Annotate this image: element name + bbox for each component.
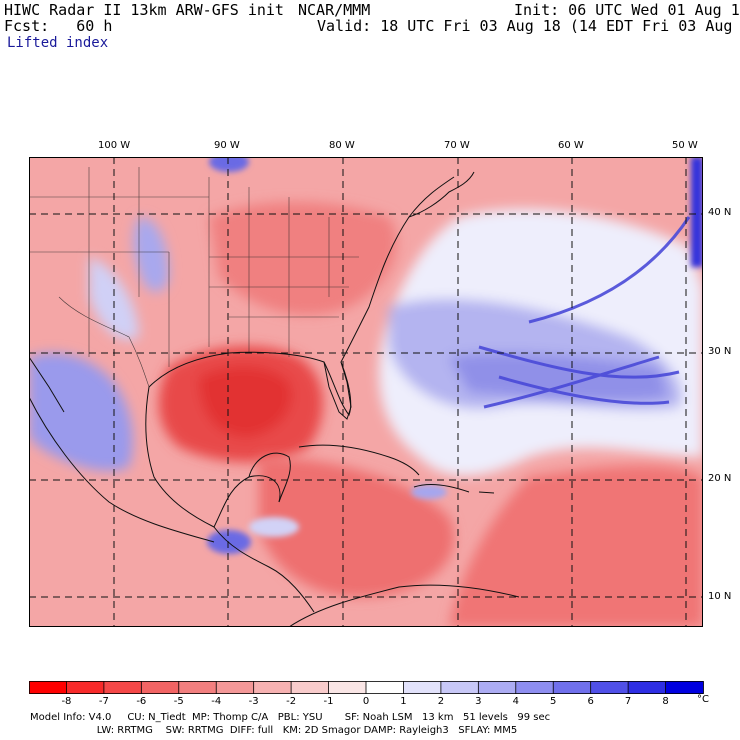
colorbar-bin	[178, 681, 217, 694]
colorbar-bin	[440, 681, 479, 694]
colorbar-tick-label: -2	[286, 696, 297, 707]
colorbar-tick-label: -7	[98, 696, 109, 707]
colorbar-tick-label: 8	[662, 696, 669, 707]
caribbean-region	[209, 202, 703, 627]
model-info-line2: LW: RRTMG SW: RRTMG DIFF: full KM: 2D Sm…	[30, 725, 518, 736]
org-label: NCAR/MMM	[298, 1, 371, 19]
lon-label-50w: 50 W	[672, 140, 698, 151]
colorbar-tick-label: 5	[550, 696, 557, 707]
lat-label-30n: 30 N	[708, 346, 732, 357]
field-name: Lifted index	[7, 35, 109, 51]
colorbar-bin	[291, 681, 330, 694]
lon-label-80w: 80 W	[329, 140, 355, 151]
colorbar-bin	[366, 681, 404, 694]
lon-label-100w: 100 W	[98, 140, 131, 151]
colorbar-tick-label: 7	[624, 696, 632, 707]
gulf-unstable-region	[158, 346, 323, 462]
atlantic-blue-streaks	[478, 216, 691, 409]
colorbar-bin	[628, 681, 667, 694]
colorbar-tick-label: 1	[400, 696, 407, 707]
colorbar-bin	[66, 681, 105, 694]
forecast-hour: Fcst: 60 h	[4, 17, 113, 35]
colorbar-tick-label: -5	[173, 696, 184, 707]
model-info-line1: Model Info: V4.0 CU: N_Tiedt MP: Thomp C…	[30, 712, 551, 723]
coastlines	[29, 171, 520, 627]
colorbar	[29, 681, 704, 694]
map-frame	[29, 157, 703, 627]
colorbar-bin	[216, 681, 255, 694]
colorbar-tick-label: -4	[211, 696, 222, 707]
lon-label-90w: 90 W	[214, 140, 240, 151]
lon-label-70w: 70 W	[444, 140, 470, 151]
colorbar-bin	[29, 681, 67, 694]
lat-label-40n: 40 N	[708, 207, 732, 218]
colorbar-bin	[590, 681, 629, 694]
colorbar-bin	[403, 681, 442, 694]
colorbar-bin	[478, 681, 517, 694]
colorbar-tick-label: -6	[136, 696, 147, 707]
colorbar-bin	[253, 681, 292, 694]
colorbar-bin	[328, 681, 367, 694]
atlantic-stable-region	[379, 208, 703, 476]
colorbar-tick-label: 6	[587, 696, 594, 707]
island-stable-spots	[209, 157, 703, 499]
central-america-stable	[207, 517, 299, 554]
colorbar-tick-label: -8	[61, 696, 72, 707]
colorbar-tick-label: -1	[323, 696, 334, 707]
colorbar-tick-label: 2	[437, 696, 445, 707]
lat-label-10n: 10 N	[708, 591, 732, 602]
lifted-index-map	[29, 157, 703, 627]
colorbar-tick-label: 0	[362, 696, 370, 707]
colorbar-bin	[665, 681, 704, 694]
colorbar-tick-label: 4	[512, 696, 519, 707]
lat-label-20n: 20 N	[708, 473, 732, 484]
colorbar-bin	[103, 681, 142, 694]
political-borders	[29, 167, 359, 388]
colorbar-unit: °C	[697, 694, 709, 705]
colorbar-bin	[141, 681, 180, 694]
colorbar-bin	[553, 681, 592, 694]
init-time: Init: 06 UTC Wed 01 Aug 18	[514, 1, 740, 19]
colorbar-tick-label: 3	[475, 696, 482, 707]
graticule	[29, 157, 703, 627]
colorbar-tick-label: -3	[248, 696, 259, 707]
colorbar-bin	[515, 681, 554, 694]
model-title: HIWC Radar II 13km ARW-GFS init	[4, 1, 284, 19]
valid-time: Valid: 18 UTC Fri 03 Aug 18 (14 EDT Fri …	[317, 17, 740, 35]
lon-label-60w: 60 W	[558, 140, 584, 151]
